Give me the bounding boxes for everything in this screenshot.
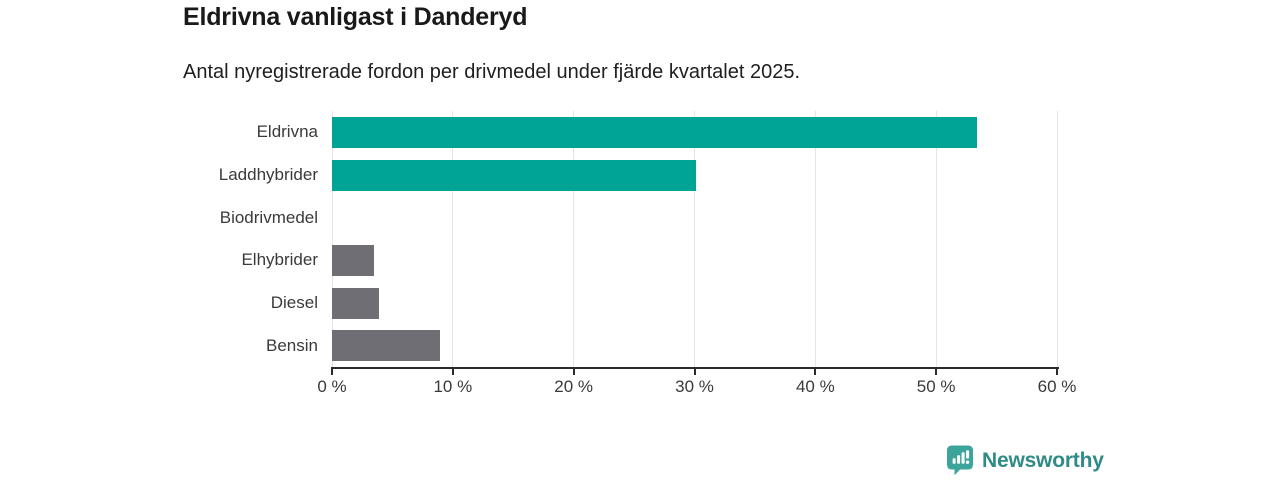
gridline xyxy=(1056,111,1058,367)
newsworthy-logo-link[interactable]: Newsworthy xyxy=(946,445,1104,476)
x-tick-label: 10 % xyxy=(433,377,473,396)
category-label: Biodrivmedel xyxy=(219,207,318,227)
category-label: Bensin xyxy=(266,335,318,355)
gridline xyxy=(814,111,816,367)
gridline xyxy=(452,111,454,367)
bar-elhybrider xyxy=(332,244,375,276)
x-tick-label: 20 % xyxy=(554,377,594,396)
category-label: Diesel xyxy=(270,292,318,312)
gridline xyxy=(935,111,937,367)
page-title: Eldrivna vanligast i Danderyd xyxy=(183,3,528,31)
x-tick-label: 0 % xyxy=(317,377,347,396)
newsworthy-wordmark: Newsworthy xyxy=(982,448,1104,472)
bar-bensin xyxy=(332,330,440,362)
x-axis-tick xyxy=(331,367,333,375)
x-axis-tick xyxy=(935,367,938,375)
x-axis-tick xyxy=(693,367,696,375)
category-label: Laddhybrider xyxy=(218,164,318,184)
chart-subtitle: Antal nyregistrerade fordon per drivmede… xyxy=(183,61,801,83)
gridline xyxy=(694,111,695,367)
x-tick-label: 60 % xyxy=(1037,377,1077,396)
category-label: Eldrivna xyxy=(256,122,318,142)
x-tick-label: 40 % xyxy=(795,377,835,396)
x-tick-label: 30 % xyxy=(675,377,714,396)
gridline xyxy=(331,111,333,367)
category-label: Elhybrider xyxy=(241,250,318,270)
x-axis-tick xyxy=(1056,367,1058,375)
x-axis-tick xyxy=(572,367,575,375)
bar-diesel xyxy=(332,287,380,319)
bar-laddhybrider xyxy=(332,159,696,191)
bar-eldrivna xyxy=(332,116,978,148)
x-tick-label: 50 % xyxy=(916,377,956,396)
x-axis-tick xyxy=(814,367,817,375)
gridline xyxy=(573,111,575,367)
newsworthy-icon xyxy=(947,445,973,476)
x-axis-line xyxy=(332,367,1059,369)
x-axis-tick xyxy=(451,367,454,375)
